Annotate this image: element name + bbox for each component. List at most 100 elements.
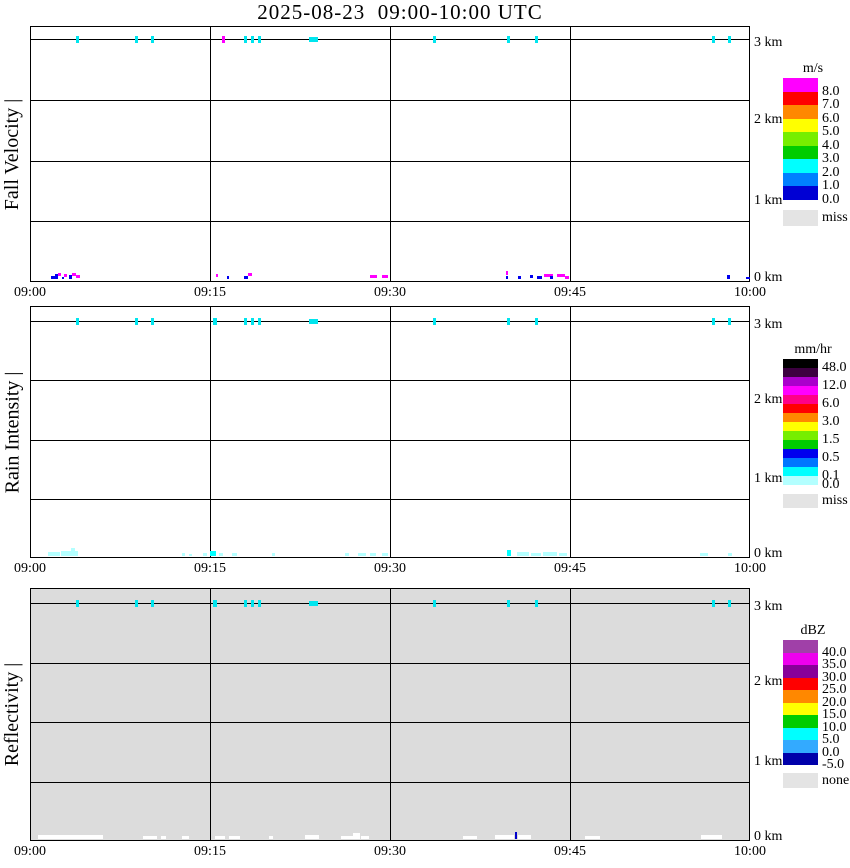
echo-mark-surface — [358, 553, 366, 556]
legend-color-step — [783, 449, 818, 458]
legend-title-reflectivity: dBZ — [800, 623, 826, 638]
echo-mark-3km — [135, 318, 138, 325]
echo-mark-surface — [62, 277, 64, 279]
legend-step-label: 0.0 — [822, 191, 840, 207]
panel-reflectivity-plot — [30, 588, 750, 841]
echo-mark-surface — [227, 276, 229, 279]
y-axis-label-bar: | — [1, 98, 24, 103]
time-tick-label: 09:45 — [554, 844, 586, 859]
echo-mark-surface — [269, 836, 273, 839]
echo-mark-surface — [305, 835, 319, 839]
echo-mark-3km — [433, 318, 436, 325]
echo-mark-3km — [151, 600, 154, 607]
echo-mark-surface — [727, 275, 730, 279]
echo-mark-surface — [345, 553, 349, 556]
height-gridline — [31, 498, 749, 500]
height-gridline — [31, 722, 749, 723]
legend-step-label: 6.0 — [822, 110, 840, 126]
echo-mark-surface — [215, 836, 225, 839]
legend-step-label: 15.0 — [822, 707, 847, 722]
time-tick-label: 09:15 — [194, 844, 226, 859]
legend-color-step — [783, 677, 818, 690]
legend-step-label: 12.0 — [822, 378, 847, 393]
time-gridline — [390, 307, 391, 557]
legend-color-step — [783, 476, 818, 485]
height-gridline — [31, 99, 749, 101]
echo-mark-3km — [244, 318, 247, 325]
time-tick-label: 09:15 — [194, 561, 226, 576]
legend-color-step — [783, 690, 818, 703]
legend-step-label: 0.5 — [822, 450, 840, 465]
legend-color-step — [783, 386, 818, 395]
echo-mark-surface — [216, 274, 218, 277]
echo-mark-3km — [728, 36, 731, 43]
echo-mark-surface — [69, 275, 72, 279]
legend-step-label: 0.0 — [822, 744, 840, 760]
echo-mark-3km — [728, 318, 731, 325]
legend-step-label: 20.0 — [822, 694, 847, 710]
echo-mark-3km — [309, 601, 318, 606]
time-tick-label: 09:00 — [14, 844, 46, 859]
time-tick-label: 09:00 — [14, 285, 46, 300]
legend-color-step — [783, 665, 818, 678]
echo-mark-3km — [258, 600, 261, 607]
height-tick-label: 2 km — [754, 674, 783, 690]
legend-step-label: 7.0 — [822, 97, 840, 112]
time-tick-label: 09:15 — [194, 285, 226, 300]
echo-mark-surface — [189, 554, 192, 556]
echo-mark-surface — [370, 275, 377, 278]
echo-mark-3km — [712, 36, 715, 43]
echo-mark-surface — [507, 550, 511, 556]
echo-mark-surface — [361, 836, 369, 839]
echo-mark-surface — [537, 276, 542, 279]
time-tick-label: 09:30 — [374, 285, 406, 300]
echo-mark-surface — [746, 277, 750, 279]
height-tick-label: 3 km — [754, 35, 783, 50]
time-tick-label: 10:00 — [734, 285, 766, 300]
echo-mark-surface — [728, 553, 732, 556]
echo-mark-surface — [557, 274, 565, 277]
echo-mark-surface — [161, 836, 166, 839]
echo-mark-surface — [203, 553, 207, 556]
gridline-3km — [31, 603, 749, 604]
legend-step-label: 10.0 — [822, 719, 847, 735]
echo-mark-surface — [232, 553, 237, 556]
y-axis-label-fall-velocity: Fall Velocity| — [0, 26, 26, 282]
echo-mark-surface — [506, 276, 508, 279]
legend-color-step — [783, 727, 818, 740]
echo-mark-3km — [76, 36, 79, 43]
legend-step-label: 4.0 — [822, 137, 840, 153]
echo-mark-3km — [309, 319, 318, 324]
legend-step-label: 3.0 — [822, 151, 840, 166]
echo-mark-surface — [370, 553, 376, 556]
y-axis-label-rain-intensity: Rain Intensity| — [0, 306, 26, 558]
legend-step-label: 3.0 — [822, 414, 840, 429]
legend-color-step — [783, 78, 818, 92]
legend-step-label: 2.0 — [822, 164, 840, 180]
legend-step-label: 5.0 — [822, 124, 840, 139]
echo-mark-3km — [251, 36, 254, 43]
legend-color-step — [783, 640, 818, 653]
gridline-3km — [31, 321, 749, 322]
echo-mark-3km — [258, 36, 261, 43]
echo-mark-3km — [251, 600, 254, 607]
echo-mark-surface — [701, 835, 722, 839]
legend-step-label: 8.0 — [822, 83, 840, 99]
echo-mark-surface — [518, 276, 521, 279]
echo-mark-surface — [543, 552, 557, 556]
legend-step-label: 0.0 — [822, 477, 840, 492]
legend-missing-label: none — [822, 772, 850, 788]
legend-step-label: 5.0 — [822, 732, 840, 747]
height-tick-label: 0 km — [754, 270, 783, 285]
echo-mark-surface — [341, 836, 353, 839]
echo-mark-surface — [76, 275, 80, 278]
echo-mark-surface — [585, 836, 600, 839]
echo-mark-surface — [550, 276, 553, 279]
legend-color-step — [783, 159, 818, 173]
height-gridline — [31, 781, 749, 783]
height-tick-label: 2 km — [754, 392, 783, 407]
time-tick-label: 09:00 — [14, 561, 46, 576]
echo-mark-3km — [258, 318, 261, 325]
legend-step-label: 0.1 — [822, 468, 840, 483]
echo-mark-surface — [71, 548, 75, 551]
